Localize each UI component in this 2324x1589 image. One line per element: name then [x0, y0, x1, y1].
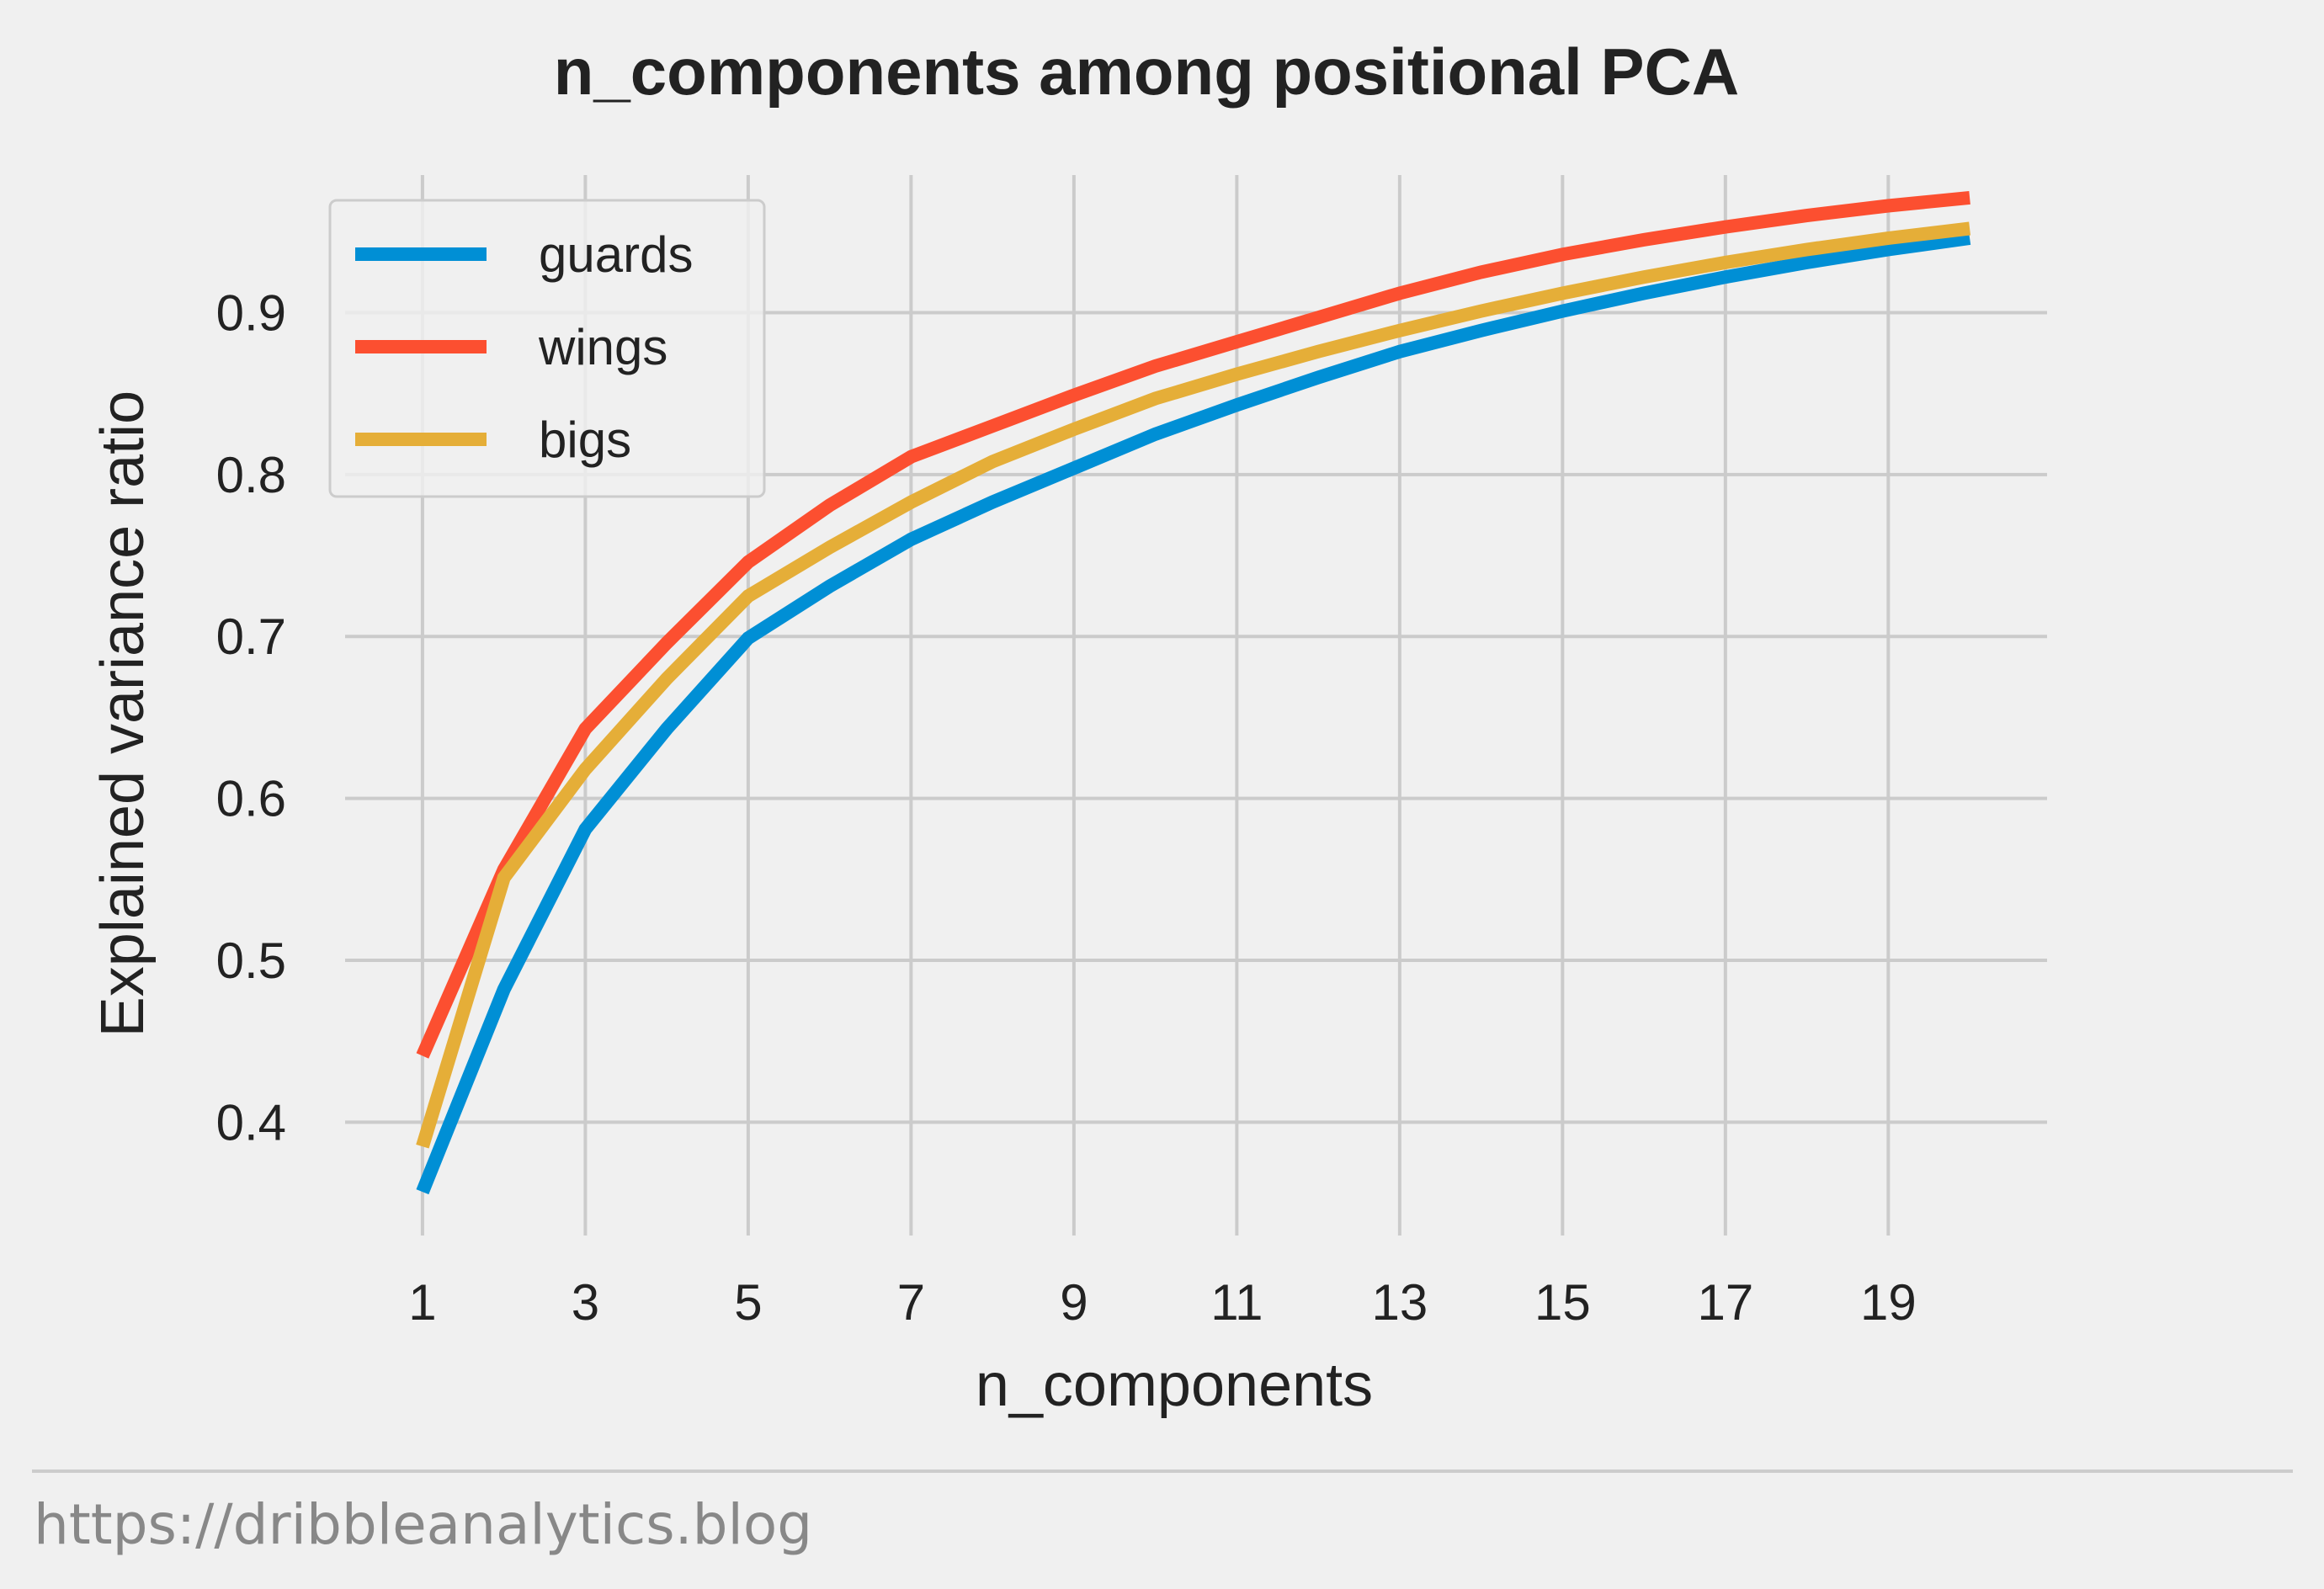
series-lines: [416, 190, 1971, 1195]
x-tick-label: 19: [1860, 1274, 1917, 1331]
y-tick-label: 0.8: [216, 447, 286, 503]
x-axis-label: n_components: [976, 1352, 1373, 1419]
legend: guards wings bigs: [328, 199, 766, 498]
x-tick-label: 3: [572, 1274, 599, 1331]
chart-title: n_components among positional PCA: [554, 35, 1739, 109]
series-line-guards: [416, 231, 1971, 1195]
legend-label-guards: guards: [539, 226, 693, 283]
y-tick-label: 0.5: [216, 933, 286, 989]
y-tick-label: 0.6: [216, 771, 286, 827]
x-tick-label: 13: [1371, 1274, 1428, 1331]
x-tick-label: 5: [734, 1274, 762, 1331]
series-line-wings: [416, 190, 1970, 1059]
y-tick-labels: 0.4 0.5 0.6 0.7 0.8 0.9: [216, 285, 286, 1151]
x-tick-label: 7: [897, 1274, 925, 1331]
legend-label-bigs: bigs: [539, 412, 631, 468]
legend-frame: [328, 199, 766, 498]
x-tick-label: 1: [408, 1274, 436, 1331]
y-tick-label: 0.9: [216, 285, 286, 342]
footer-url: https://dribbleanalytics.blog: [34, 1492, 812, 1557]
legend-label-wings: wings: [538, 319, 667, 375]
x-tick-label: 15: [1534, 1274, 1591, 1331]
y-tick-label: 0.7: [216, 608, 286, 665]
series-line-bigs: [416, 221, 1971, 1149]
y-axis-label: Explained variance ratio: [89, 391, 157, 1037]
y-tick-label: 0.4: [216, 1094, 286, 1151]
x-tick-labels: 1 3 5 7 9 11 13 15 17 19: [408, 1274, 1916, 1331]
x-tick-label: 9: [1060, 1274, 1088, 1331]
x-tick-label: 11: [1210, 1274, 1263, 1331]
x-tick-label: 17: [1697, 1274, 1753, 1331]
